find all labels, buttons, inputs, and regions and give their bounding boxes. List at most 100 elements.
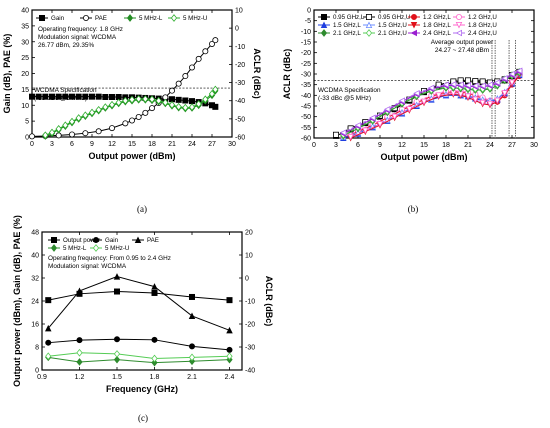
y-tick-label: 0: [25, 135, 29, 142]
y2-axis-title: ACLR (dBc): [264, 276, 274, 327]
y2-tick-label: -50: [235, 116, 245, 123]
legend-entry: PAE: [95, 15, 107, 22]
data-point: [376, 121, 384, 128]
data-point: [48, 128, 56, 137]
series-output-power: [45, 288, 233, 304]
x-tick-label: 27: [208, 141, 216, 148]
data-point: [479, 99, 486, 107]
legend-entry: 1.8 GHz,U: [468, 22, 497, 29]
data-point: [95, 128, 102, 135]
legend-entry: 5 MHz-L: [139, 15, 163, 22]
data-point: [88, 108, 96, 117]
data-point: [142, 95, 149, 103]
x-tick-label: 12: [398, 142, 406, 149]
x-tick-label: 3: [50, 141, 54, 148]
spec-annotation: (-33 dBc @5 MHz): [34, 95, 87, 102]
data-point: [182, 103, 189, 112]
data-point: [148, 95, 156, 104]
y2-tick-label: 10: [235, 8, 243, 15]
data-point: [442, 81, 450, 88]
x-tick-label: 12: [108, 141, 116, 148]
data-point: [82, 130, 89, 137]
data-point: [494, 97, 501, 105]
data-point: [45, 352, 52, 361]
data-point: [148, 105, 155, 112]
legend-marker: [83, 14, 90, 21]
data-point: [362, 127, 369, 135]
panel-label-c: (c): [138, 413, 148, 423]
x-tick-label: 1.8: [150, 374, 160, 381]
y2-tick-label: -60: [235, 135, 245, 142]
data-point: [493, 79, 501, 86]
x-tick-label: 6: [70, 141, 74, 148]
data-point: [115, 98, 122, 107]
data-point: [162, 98, 169, 107]
data-point: [226, 297, 233, 304]
legend-marker: [365, 21, 373, 29]
x-tick-label: 30: [530, 142, 538, 149]
data-point: [479, 82, 486, 89]
annotation-note: Modulation signal: WCDMA: [48, 263, 127, 270]
y-tick-label: -30: [301, 72, 311, 79]
y2-tick-label: -40: [235, 98, 245, 105]
data-point: [69, 131, 76, 138]
legend-entry: Output power: [63, 237, 100, 244]
data-point: [175, 96, 182, 103]
data-point: [113, 350, 121, 358]
y-tick-label: -45: [301, 104, 311, 111]
x-axis-title: Output power (dBm): [381, 152, 468, 162]
x-tick-label: 21: [464, 142, 472, 149]
y2-tick-label: -20: [245, 322, 255, 329]
y-tick-label: 8: [35, 345, 39, 352]
y-tick-label: 0: [307, 8, 311, 15]
data-point: [45, 297, 52, 304]
data-point: [42, 131, 49, 140]
series-5-mhz-u: [42, 85, 219, 140]
y-tick-label: 5: [25, 119, 29, 126]
x-tick-label: 24: [486, 142, 494, 149]
series-line: [48, 338, 230, 351]
data-point: [102, 93, 109, 100]
y2-tick-label: -20: [235, 62, 245, 69]
y-tick-label: -35: [301, 82, 311, 89]
legend-entry: 1.5 GHz,U: [378, 22, 407, 29]
legend-marker: [410, 13, 417, 20]
x-tick-label: 1.5: [112, 374, 122, 381]
spec-annotation: WCDMA Specification: [34, 87, 97, 94]
x-axis-title: Output power (dBm): [89, 151, 176, 161]
data-point: [109, 93, 116, 100]
x-tick-label: 2.1: [187, 374, 197, 381]
data-point: [188, 64, 195, 71]
data-point: [508, 70, 515, 78]
legend-entry: 2.4 GHz,U: [468, 30, 497, 37]
y-tick-label: 16: [31, 322, 39, 329]
annotation-note: Modulation signal: WCDMA: [38, 34, 117, 41]
data-point: [501, 90, 508, 97]
data-point: [76, 348, 83, 357]
data-point: [369, 114, 376, 121]
legend-marker: [455, 21, 463, 29]
x-tick-label: 24: [188, 141, 196, 148]
legend-marker: [455, 29, 463, 37]
data-point: [427, 84, 435, 92]
legend-row-2: 5 MHz-L 5 MHz-U: [48, 244, 129, 252]
x-tick-label: 27: [508, 142, 516, 149]
data-point: [68, 117, 76, 126]
data-point: [226, 326, 233, 334]
data-point: [175, 102, 182, 111]
x-tick-label: 2.4: [225, 374, 235, 381]
data-point: [55, 125, 62, 133]
x-tick-label: 0: [30, 141, 34, 148]
legend-marker: [365, 29, 373, 37]
data-point: [82, 93, 89, 100]
y-tick-label: -15: [301, 40, 311, 47]
data-point: [195, 100, 202, 108]
data-point: [391, 113, 398, 121]
data-point: [151, 354, 158, 363]
data-point: [42, 93, 49, 100]
data-point: [435, 92, 442, 99]
data-point: [76, 287, 83, 294]
legend-entry: 1.2 GHz,L: [423, 14, 451, 21]
data-point: [212, 103, 219, 110]
chart-panel-b: 0 3 6 9 12 15 18 21 24 27 30-60-55-50-45-40-35-30-…: [282, 8, 538, 163]
